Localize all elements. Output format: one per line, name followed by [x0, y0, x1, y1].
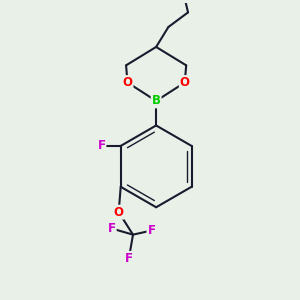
Text: O: O: [114, 206, 124, 219]
Text: F: F: [125, 252, 133, 265]
Text: B: B: [152, 94, 160, 107]
Text: F: F: [147, 224, 155, 237]
Text: O: O: [180, 76, 190, 89]
Text: F: F: [98, 140, 106, 152]
Text: O: O: [122, 76, 133, 89]
Text: F: F: [108, 222, 116, 235]
